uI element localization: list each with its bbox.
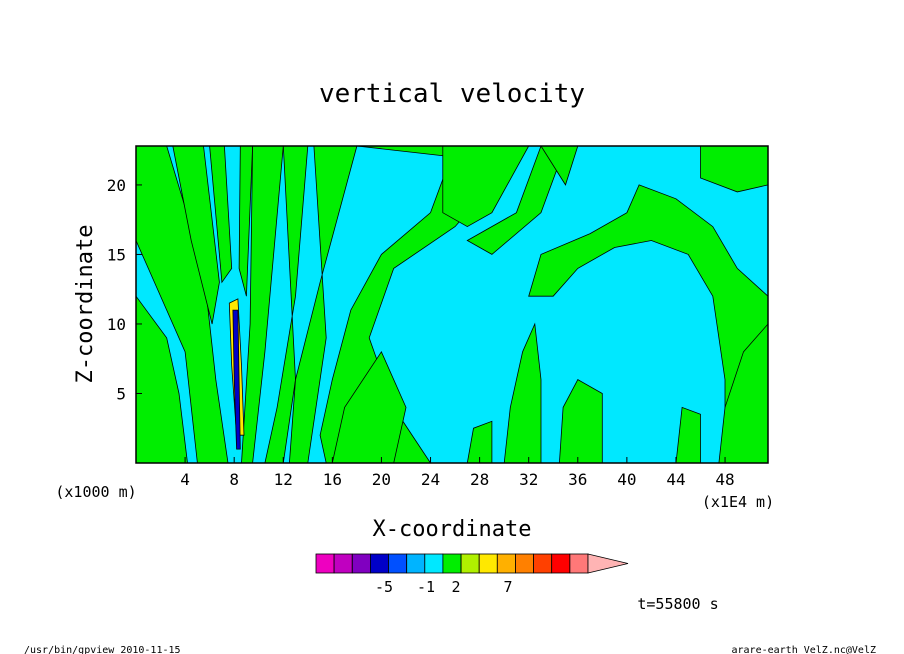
colorbar-swatch (315, 553, 335, 574)
colorbar-labels: -5 -1 2 7 (375, 578, 513, 596)
x-tick-label: 4 (180, 470, 190, 489)
x-tick-label: 12 (274, 470, 293, 489)
x-tick-label: 40 (617, 470, 636, 489)
colorbar-swatch (369, 553, 389, 574)
colorbar-tick-label: 7 (503, 578, 512, 596)
colorbar-tick-label: -1 (417, 578, 435, 596)
x-tick-label: 28 (470, 470, 489, 489)
x-axis-label: X-coordinate (373, 517, 532, 542)
colorbar-swatch (388, 553, 408, 574)
x-tick-label: 8 (229, 470, 239, 489)
colorbar-swatch (569, 553, 589, 574)
colorbar-swatch (424, 553, 444, 574)
velocity-band (288, 145, 358, 464)
x-unit-right: (x1E4 m) (702, 493, 774, 511)
y-tick-label: 10 (107, 315, 126, 334)
x-unit-left: (x1000 m) (55, 483, 136, 501)
colorbar-swatch (406, 553, 426, 574)
colorbar-swatch (333, 553, 353, 574)
colorbar-swatch (442, 553, 462, 574)
x-tick-label: 20 (372, 470, 391, 489)
x-axis: 4 8 12 16 20 24 28 32 36 40 44 48 (180, 457, 735, 489)
chart-title: vertical velocity (319, 79, 585, 109)
colorbar-swatch (478, 553, 498, 574)
x-tick-label: 24 (421, 470, 440, 489)
colorbar-tick-label: 2 (451, 578, 460, 596)
x-tick-label: 44 (666, 470, 685, 489)
time-label: t=55800 s (637, 595, 718, 613)
colorbar-swatch (460, 553, 480, 574)
colorbar-swatch (551, 553, 571, 574)
footer-left: /usr/bin/gpview 2010-11-15 (24, 645, 181, 654)
plot-area (135, 145, 769, 464)
y-axis: 5 10 15 20 (107, 176, 142, 403)
colorbar-tick-label: -5 (375, 578, 393, 596)
y-tick-label: 20 (107, 176, 126, 195)
y-tick-label: 15 (107, 245, 126, 264)
plot-frame (135, 145, 769, 464)
y-tick-label: 5 (116, 384, 126, 403)
colorbar-swatch (515, 553, 535, 574)
colorbar (315, 553, 629, 574)
colorbar-swatch (351, 553, 371, 574)
velocity-band (264, 145, 309, 464)
colorbar-swatch (496, 553, 516, 574)
x-tick-label: 36 (568, 470, 587, 489)
colorbar-swatch (533, 553, 553, 574)
x-tick-label: 32 (519, 470, 538, 489)
velocity-band (232, 309, 241, 450)
x-tick-label: 48 (715, 470, 734, 489)
colorbar-arrow (587, 553, 629, 574)
x-tick-label: 16 (323, 470, 342, 489)
y-axis-label: Z-coordinate (73, 225, 98, 384)
footer-right: arare-earth_VelZ.nc@VelZ (732, 645, 877, 654)
